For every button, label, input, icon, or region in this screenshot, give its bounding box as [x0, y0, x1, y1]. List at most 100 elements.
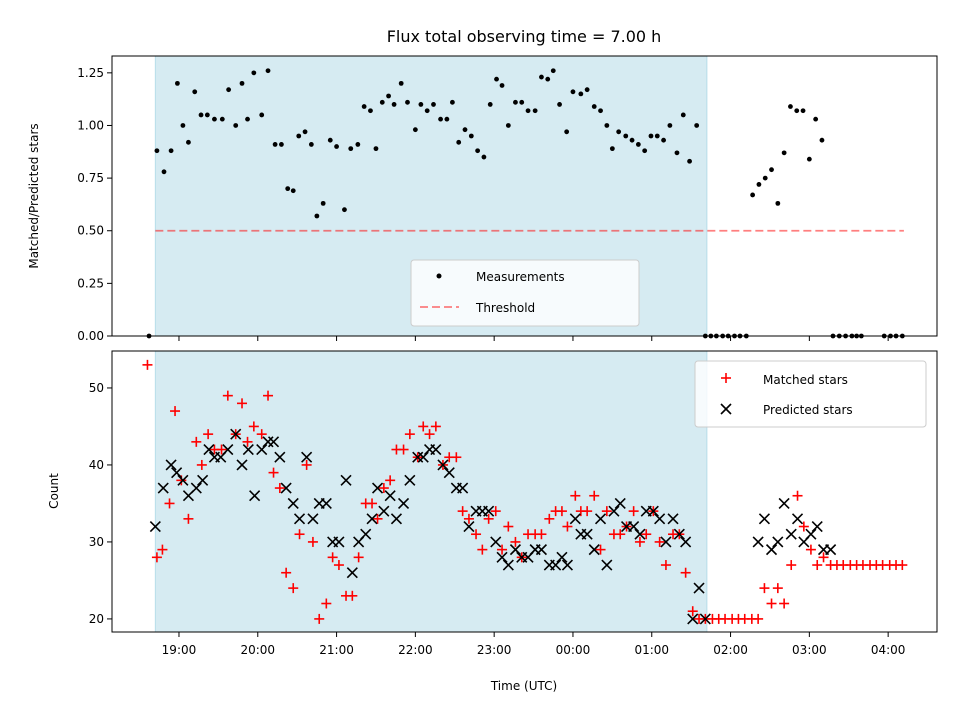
measurement-point	[505, 123, 511, 128]
matched-star-point	[477, 544, 488, 555]
predicted-star-point	[791, 513, 804, 525]
legend-measurements-label: Measurements	[476, 270, 565, 284]
matched-star-point	[497, 544, 508, 555]
measurement-point	[629, 137, 635, 143]
measurement-point	[219, 116, 225, 122]
measurement-point	[519, 99, 525, 105]
count-legend: Matched stars Predicted stars	[694, 360, 927, 428]
matched-star-point	[779, 598, 790, 609]
measurement-point	[204, 112, 210, 118]
ratio-ytick-label: 0.50	[77, 224, 104, 238]
matched-star-point	[759, 583, 770, 594]
legend-threshold-label: Threshold	[475, 301, 535, 315]
matched-star-point	[818, 552, 829, 563]
ratio-ytick-label: 0.00	[77, 329, 104, 343]
legend-predicted-label: Predicted stars	[763, 403, 853, 417]
measurement-point	[481, 154, 487, 160]
predicted-star-point	[203, 443, 215, 456]
measurement-point	[794, 108, 800, 114]
predicted-star-point	[412, 451, 424, 463]
predicted-star-point	[149, 520, 161, 533]
matched-star-point	[216, 444, 227, 455]
predicted-star-point	[490, 536, 502, 548]
measurement-point	[431, 102, 436, 107]
matched-star-point	[503, 521, 514, 532]
predicted-star-point	[699, 613, 711, 625]
matched-star-point	[237, 398, 248, 409]
predicted-star-point	[647, 505, 659, 517]
predicted-star-point	[805, 528, 817, 540]
measurement-point	[564, 129, 570, 135]
predicted-star-point	[366, 513, 378, 525]
measurement-point	[616, 129, 622, 135]
predicted-star-point	[496, 551, 508, 563]
predicted-star-point	[588, 544, 600, 556]
matched-star-point	[772, 583, 783, 594]
predicted-star-point	[614, 497, 626, 509]
matched-star-point	[347, 590, 358, 601]
measurement-point	[342, 207, 347, 213]
measurement-point	[438, 116, 443, 122]
measurement-point	[680, 112, 686, 118]
predicted-star-point	[157, 482, 169, 494]
count-observing-span	[154, 350, 708, 633]
predicted-star-point	[430, 443, 442, 456]
count-ytick-label: 20	[89, 612, 104, 626]
count-xtick-label: 00:00	[556, 643, 591, 657]
matched-star-point	[294, 529, 305, 540]
predicted-star-point	[320, 497, 332, 509]
matched-star-point	[142, 359, 153, 370]
matched-star-point	[634, 536, 645, 547]
measurement-point	[355, 142, 361, 147]
matched-star-point	[654, 536, 665, 547]
measurement-point	[348, 146, 354, 152]
matched-star-point	[170, 406, 181, 417]
measurement-point	[525, 108, 531, 114]
matched-star-point	[353, 552, 364, 563]
predicted-star-point	[190, 482, 202, 494]
measurement-point	[654, 133, 660, 139]
matched-star-point	[418, 421, 429, 432]
count-panel: 20 30 40 50 19:00 20:00 21:00 22:00 23:00 00:00 0…	[47, 350, 938, 693]
measurement-point	[456, 139, 462, 145]
matched-star-point	[601, 506, 612, 517]
predicted-star-point	[569, 513, 581, 525]
matched-star-point	[157, 544, 168, 555]
measurement-point	[405, 99, 410, 105]
ratio-ytick-label: 0.25	[77, 276, 104, 290]
predicted-star-point	[673, 528, 685, 540]
predicted-star-point	[256, 443, 268, 456]
predicted-star-point	[230, 428, 242, 440]
predicted-star-point	[280, 482, 292, 494]
matched-star-point	[268, 467, 279, 478]
matched-star-point	[595, 544, 606, 555]
predicted-star-point	[483, 505, 495, 517]
measurement-point	[175, 80, 180, 86]
measurement-point	[475, 148, 481, 154]
matched-star-point	[687, 606, 698, 617]
predicted-star-point	[457, 482, 469, 494]
predicted-star-point	[360, 528, 372, 540]
ratio-axes-frame	[111, 55, 938, 337]
matched-star-point	[378, 483, 389, 494]
measurement-point	[545, 76, 551, 82]
count-axes-frame	[111, 350, 938, 633]
matched-star-point	[766, 598, 777, 609]
predicted-star-point	[550, 559, 562, 571]
predicted-star-point	[371, 482, 384, 494]
measurement-point	[557, 102, 562, 107]
measurement-point	[296, 133, 302, 139]
legend-predicted-marker	[720, 403, 732, 415]
measurement-point	[648, 133, 654, 139]
measurement-point	[373, 146, 379, 152]
measurement-point	[398, 80, 404, 86]
legend-matched-label: Matched stars	[763, 373, 848, 387]
predicted-star-point	[785, 528, 797, 540]
measurement-point	[591, 104, 597, 109]
predicted-star-point	[307, 513, 319, 525]
measurement-point	[769, 167, 774, 173]
matched-star-point	[151, 552, 162, 563]
matched-star-point	[582, 506, 593, 517]
predicted-star-point	[667, 513, 679, 525]
ratio-legend-box	[410, 259, 640, 327]
